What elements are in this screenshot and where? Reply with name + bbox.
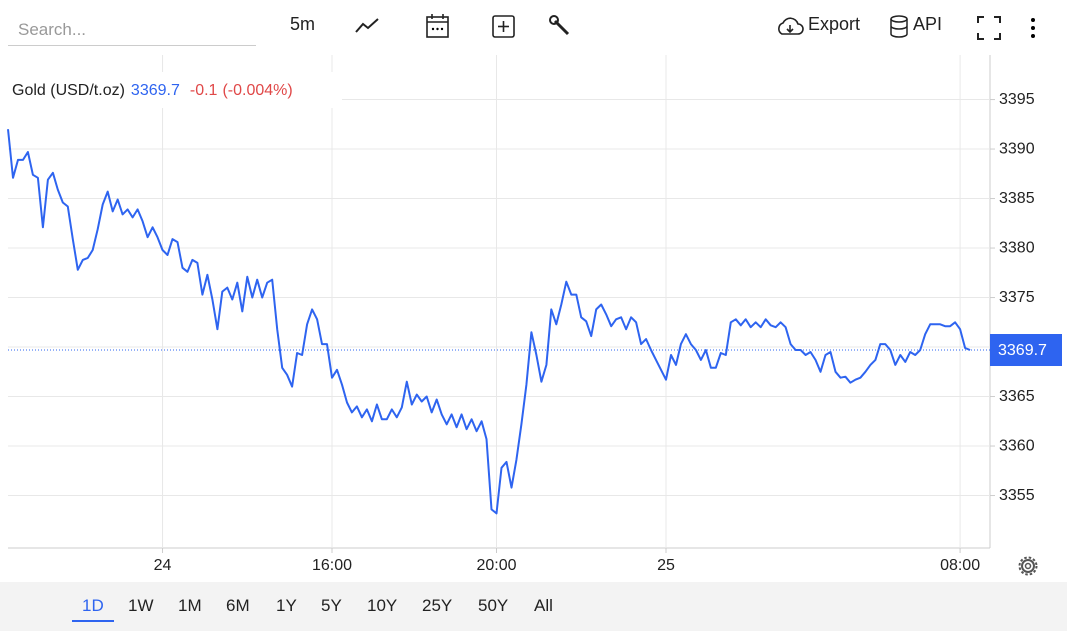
x-tick-label: 24 <box>154 557 172 574</box>
api-button[interactable]: API <box>913 14 943 34</box>
search-box[interactable]: Search... <box>8 16 256 46</box>
last-price-tag-label: 3369.7 <box>998 342 1047 359</box>
range-button[interactable]: 5Y <box>321 596 342 615</box>
settings-icon[interactable] <box>1018 556 1038 576</box>
range-button[interactable]: 1W <box>128 596 154 615</box>
x-tick-label: 16:00 <box>312 557 352 574</box>
range-button[interactable]: 25Y <box>422 596 453 615</box>
x-tick-label: 20:00 <box>476 557 516 574</box>
export-icon[interactable] <box>775 15 805 39</box>
legend-bg <box>4 72 342 108</box>
menu-icon[interactable] <box>1028 16 1038 42</box>
api-icon[interactable] <box>889 14 909 40</box>
range-button[interactable]: 10Y <box>367 596 398 615</box>
range-button[interactable]: 6M <box>226 596 250 615</box>
range-button[interactable]: 1M <box>178 596 202 615</box>
y-tick-label: 3360 <box>999 437 1035 454</box>
price-change: -0.1 <box>190 82 218 99</box>
chart-title: Gold (USD/t.oz) <box>12 82 125 99</box>
fullscreen-icon[interactable] <box>976 15 1002 41</box>
y-tick-label: 3355 <box>999 487 1035 504</box>
y-tick-label: 3390 <box>999 140 1035 157</box>
export-button[interactable]: Export <box>808 14 861 34</box>
y-tick-label: 3365 <box>999 388 1035 405</box>
chart-type-icon[interactable] <box>352 14 382 38</box>
y-tick-label: 3395 <box>999 91 1035 108</box>
y-tick-label: 3375 <box>999 289 1035 306</box>
calendar-icon[interactable] <box>425 12 451 40</box>
x-tick-label: 25 <box>657 557 675 574</box>
add-icon[interactable] <box>491 14 517 40</box>
range-button[interactable]: 50Y <box>478 596 509 615</box>
range-button[interactable]: All <box>534 596 553 615</box>
price-change-percent: (-0.004%) <box>222 82 292 99</box>
last-price: 3369.7 <box>131 82 180 99</box>
interval-button[interactable]: 5m <box>290 14 316 34</box>
tools-icon[interactable] <box>548 14 574 40</box>
y-tick-label: 3385 <box>999 190 1035 207</box>
x-tick-label: 08:00 <box>940 557 980 574</box>
range-bar: 1D 1W 1M 6M 1Y 5Y 10Y 25Y 50Y All <box>0 582 1067 631</box>
range-button[interactable]: 1D <box>72 596 114 622</box>
chart: 3355336033653370337533803385339033952416… <box>4 55 1062 576</box>
y-tick-label: 3380 <box>999 239 1035 256</box>
price-line <box>7 129 971 515</box>
range-button[interactable]: 1Y <box>276 596 297 615</box>
last-price-tag <box>990 334 1062 367</box>
